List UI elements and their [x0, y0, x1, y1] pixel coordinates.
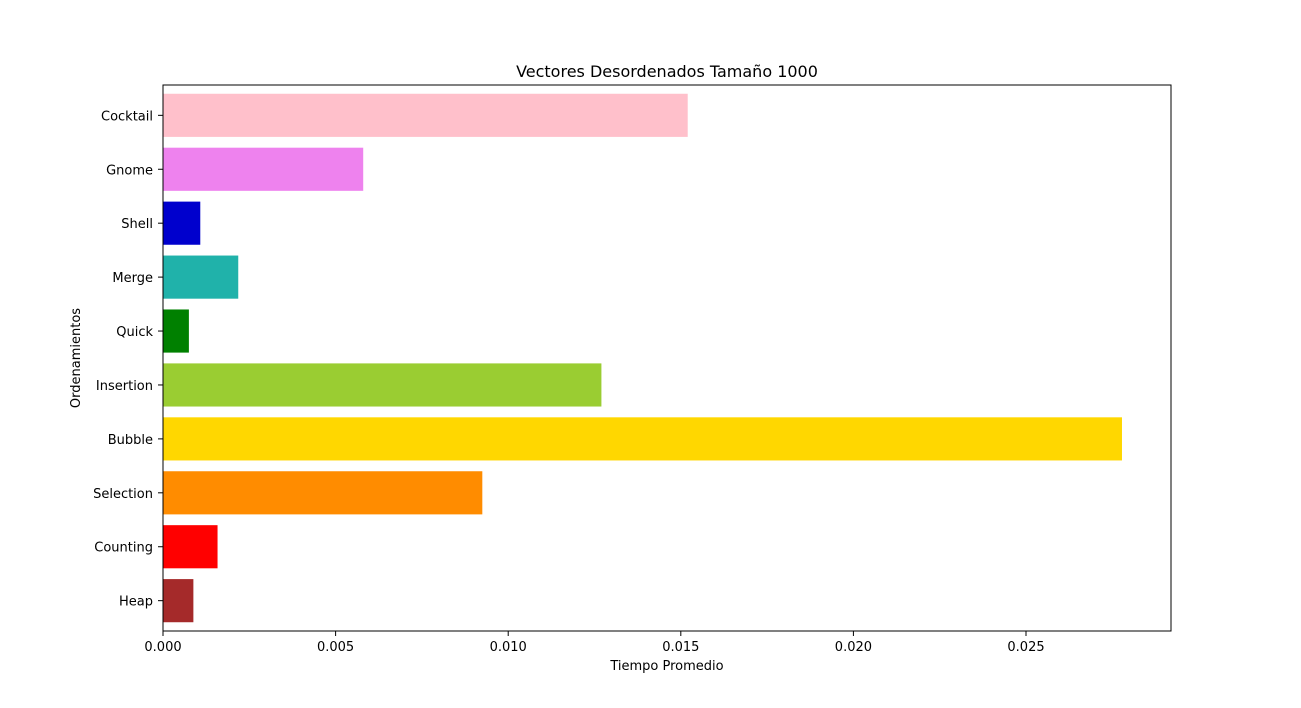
- y-tick-label-merge: Merge: [112, 271, 153, 286]
- y-tick-label-insertion: Insertion: [96, 379, 153, 394]
- bar-cocktail: [163, 93, 688, 137]
- x-axis-label: Tiempo Promedio: [609, 659, 723, 674]
- bar-bubble: [163, 417, 1122, 461]
- plot-area-frame: [162, 84, 1172, 632]
- bar-insertion: [163, 363, 602, 407]
- y-tick-label-gnome: Gnome: [106, 163, 153, 178]
- y-tick-label-cocktail: Cocktail: [101, 109, 153, 124]
- x-tick-label: 0.020: [835, 640, 872, 655]
- bar-shell: [163, 201, 201, 245]
- y-tick-label-bubble: Bubble: [108, 433, 153, 448]
- y-tick-label-heap: Heap: [119, 595, 153, 610]
- x-tick-label: 0.000: [144, 640, 181, 655]
- y-tick-label-shell: Shell: [121, 217, 153, 232]
- y-tick-label-counting: Counting: [94, 541, 153, 556]
- bar-gnome: [163, 147, 364, 191]
- bar-heap: [163, 579, 194, 623]
- y-tick-label-quick: Quick: [116, 325, 153, 340]
- y-axis-ticks: Heap Counting Selection Bubble Insertion Quic…: [93, 109, 163, 610]
- bar-quick: [163, 309, 189, 353]
- bars-group: [163, 93, 1122, 623]
- bar-selection: [163, 471, 483, 515]
- bar-counting: [163, 525, 218, 569]
- y-axis-label: Ordenamientos: [69, 308, 84, 408]
- x-tick-label: 0.005: [317, 640, 354, 655]
- chart-title: Vectores Desordenados Tamaño 1000: [516, 62, 818, 81]
- x-tick-label: 0.015: [662, 640, 699, 655]
- x-tick-label: 0.025: [1007, 640, 1044, 655]
- bar-merge: [163, 255, 239, 299]
- x-tick-label: 0.010: [490, 640, 527, 655]
- x-axis-ticks: 0.000 0.005 0.010 0.015 0.020 0.025: [144, 631, 1045, 655]
- y-tick-label-selection: Selection: [93, 487, 153, 502]
